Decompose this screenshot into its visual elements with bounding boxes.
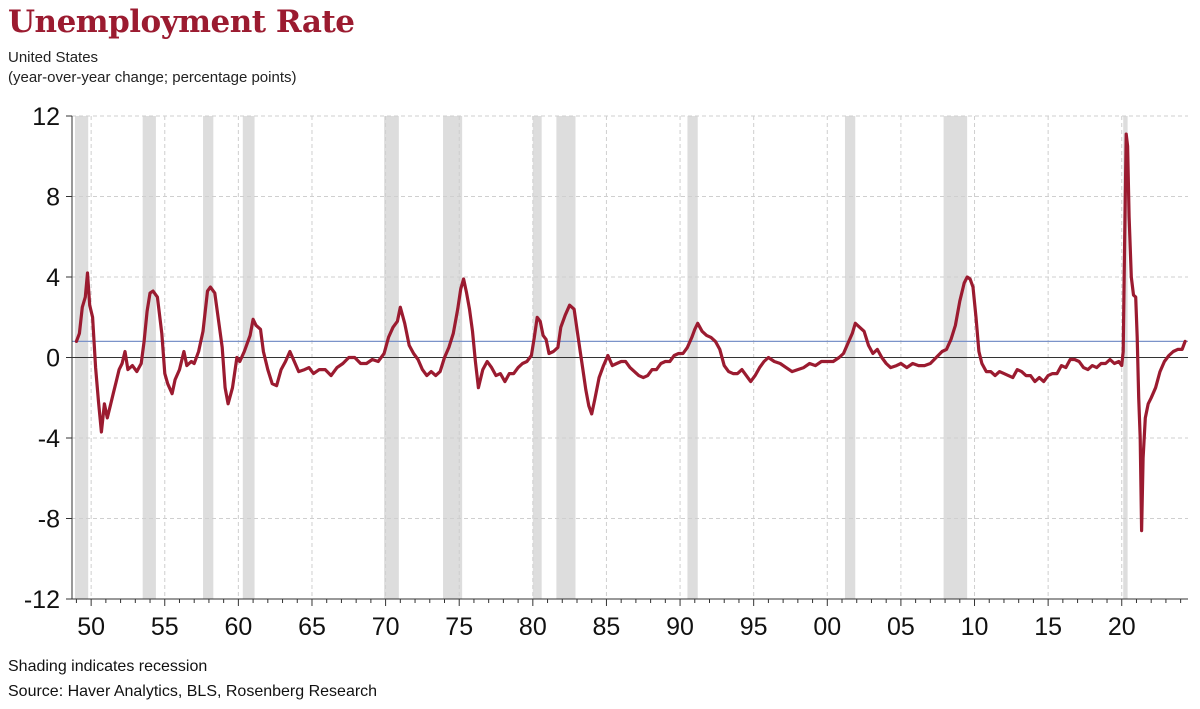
y-tick-label-4: -4 (38, 425, 60, 453)
y-tick-label-6: -12 (24, 586, 60, 614)
x-tick-label-0: 50 (77, 613, 105, 641)
y-tick-label-0: 12 (32, 103, 60, 131)
unemployment-change-line-0 (74, 132, 1187, 533)
x-tick-label-7: 85 (593, 613, 621, 641)
x-tick-label-13: 15 (1034, 613, 1062, 641)
subtitle-units: (year-over-year change; percentage point… (8, 69, 297, 86)
x-tick-label-6: 80 (519, 613, 547, 641)
x-tick-label-10: 00 (813, 613, 841, 641)
series-layer (74, 132, 1187, 533)
y-tick-label-2: 4 (46, 264, 60, 292)
x-tick-label-1: 55 (151, 613, 179, 641)
x-tick-label-4: 70 (372, 613, 400, 641)
x-tick-label-12: 10 (961, 613, 989, 641)
reference-lines (72, 340, 1188, 358)
x-tick-label-3: 65 (298, 613, 326, 641)
y-tick-label-5: -8 (38, 506, 60, 534)
page-title: Unemployment Rate (8, 4, 355, 40)
axes (66, 115, 1188, 606)
x-tick-label-5: 75 (445, 613, 473, 641)
source-note: Source: Haver Analytics, BLS, Rosenberg … (8, 683, 378, 700)
x-tick-label-9: 95 (740, 613, 768, 641)
tick-labels: 12 8 4 0 -4 -8 -12 50 55 60 65 70 75 80 85 90 95 00 05 10 15… (24, 103, 1136, 641)
y-tick-label-3: 0 (46, 345, 60, 373)
x-tick-label-14: 20 (1108, 613, 1136, 641)
x-tick-label-11: 05 (887, 613, 915, 641)
x-tick-label-8: 90 (666, 613, 694, 641)
x-tick-label-2: 60 (224, 613, 252, 641)
y-tick-label-1: 8 (46, 184, 60, 212)
subtitle-region: United States (8, 49, 99, 66)
recession-note: Shading indicates recession (8, 658, 208, 675)
